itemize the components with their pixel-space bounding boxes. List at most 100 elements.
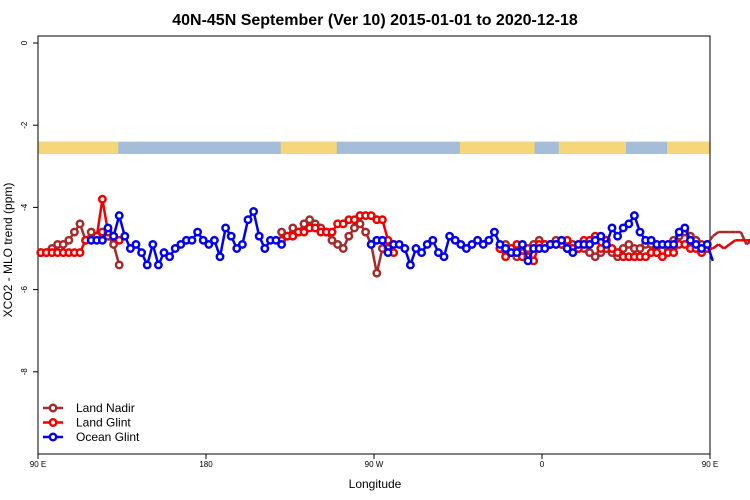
data-point — [590, 235, 600, 245]
data-point — [613, 248, 623, 258]
data-point — [562, 244, 572, 253]
data-point — [349, 223, 359, 233]
y-tick-label: -4 — [20, 203, 29, 211]
land-band-segment — [459, 141, 535, 154]
data-point — [657, 252, 667, 262]
legend-marker — [48, 403, 58, 413]
data-point — [361, 227, 371, 237]
data-point — [187, 235, 197, 245]
data-point — [501, 252, 511, 262]
series-land-glint — [36, 194, 750, 266]
x-tick-label: 90 E — [30, 460, 46, 469]
data-point — [484, 235, 494, 245]
data-point — [702, 239, 712, 249]
data-point — [170, 244, 180, 253]
data-point — [635, 244, 645, 253]
data-point — [209, 235, 219, 245]
data-point — [551, 239, 561, 249]
data-point — [215, 252, 225, 262]
data-point — [344, 231, 354, 241]
y-tick-label: -6 — [20, 285, 29, 293]
data-point — [691, 239, 701, 249]
data-point — [400, 244, 410, 253]
data-point — [641, 252, 651, 262]
series-line-segment — [712, 231, 720, 238]
land-band-segment — [280, 141, 337, 154]
data-point — [417, 248, 427, 258]
data-point — [433, 248, 443, 258]
ocean-band — [38, 141, 710, 154]
data-point — [64, 235, 74, 245]
data-point — [405, 260, 415, 270]
data-point — [120, 231, 130, 241]
data-point — [613, 231, 623, 241]
data-point — [568, 248, 578, 258]
data-point — [523, 256, 533, 266]
data-point — [590, 252, 600, 262]
data-point — [338, 244, 348, 253]
data-point — [243, 215, 253, 225]
data-point — [277, 239, 287, 249]
data-point — [131, 239, 141, 249]
data-point — [495, 239, 505, 249]
data-point — [461, 244, 471, 253]
land-band-segment — [558, 141, 626, 154]
data-point — [69, 227, 79, 237]
land-ocean-band — [38, 141, 710, 154]
data-point — [445, 231, 455, 241]
data-point — [299, 227, 309, 237]
data-point — [366, 239, 376, 249]
data-point — [669, 239, 679, 249]
data-point — [338, 219, 348, 229]
data-point — [193, 227, 203, 237]
y-tick-label: 0 — [20, 40, 29, 45]
legend-label: Ocean Glint — [76, 430, 140, 444]
data-point — [372, 268, 382, 278]
data-point — [148, 239, 158, 249]
data-point — [697, 244, 707, 253]
data-point — [607, 223, 617, 233]
data-point — [557, 235, 567, 245]
data-point — [310, 223, 320, 233]
data-point — [607, 244, 617, 253]
data-point — [125, 244, 135, 253]
data-point — [109, 239, 119, 249]
data-point — [198, 235, 208, 245]
series-line-segment — [723, 243, 731, 250]
series-line-segment — [369, 244, 379, 274]
data-point — [299, 219, 309, 229]
data-point — [355, 219, 365, 229]
data-point — [97, 194, 107, 204]
y-tick-label: -2 — [20, 121, 29, 129]
data-point — [618, 244, 628, 253]
data-point — [232, 244, 242, 253]
legend-marker — [48, 432, 58, 442]
data-point — [585, 248, 595, 258]
data-point — [159, 248, 169, 258]
data-point — [501, 244, 511, 253]
data-point — [254, 231, 264, 241]
x-tick-label: 90 E — [702, 460, 718, 469]
series-line-segment — [712, 243, 720, 250]
chart-title: 40N-45N September (Ver 10) 2015-01-01 to… — [172, 12, 578, 29]
data-point — [271, 235, 281, 245]
series-line-segment — [728, 239, 736, 246]
x-tick-label: 180 — [199, 460, 213, 469]
data-point — [277, 227, 287, 237]
x-axis: 90 E 180 90 W 0 90 E — [30, 454, 718, 469]
series-line-segment — [717, 243, 725, 250]
data-point — [601, 239, 611, 249]
data-point — [489, 227, 499, 237]
y-tick-label: -8 — [20, 368, 29, 376]
data-point — [377, 235, 387, 245]
x-tick-label: 0 — [540, 460, 545, 469]
data-point — [75, 248, 85, 258]
data-point — [596, 244, 606, 253]
data-point — [624, 239, 634, 249]
data-point — [624, 219, 634, 229]
data-point — [142, 260, 152, 270]
data-point — [221, 223, 231, 233]
legend-label: Land Glint — [76, 416, 131, 430]
